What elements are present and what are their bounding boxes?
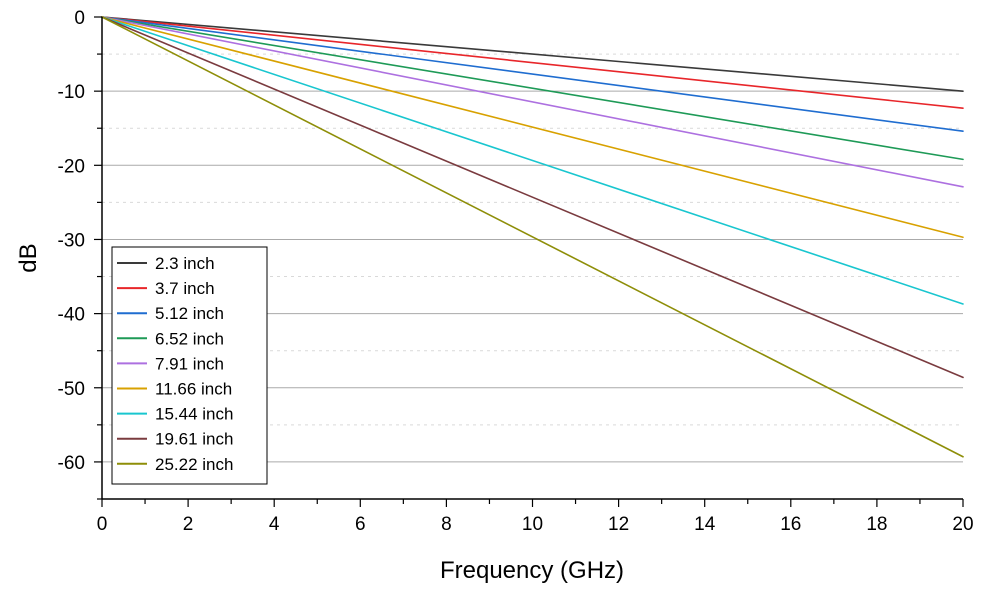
x-tick-label: 12	[608, 514, 629, 535]
legend-label-1: 2.3 inch	[155, 254, 215, 273]
y-tick-label: 0	[74, 8, 85, 29]
x-tick-label: 4	[269, 514, 280, 535]
x-tick-label: 20	[952, 514, 973, 535]
series-line-9	[101, 16, 964, 458]
x-tick-label: 14	[694, 514, 716, 535]
legend-box	[111, 246, 268, 485]
x-axis-title: Frequency (GHz)	[440, 557, 624, 584]
series-line-8	[101, 16, 964, 379]
x-tick-label: 16	[780, 514, 801, 535]
x-tick-label: 2	[183, 514, 194, 535]
x-tick-label: 0	[97, 514, 108, 535]
legend-label-2: 3.7 inch	[155, 279, 215, 298]
y-tick-label: -40	[58, 305, 85, 326]
legend-label-6: 11.66 inch	[155, 380, 232, 399]
axes: 0 2 4 6 8 10 12 14 16 18 20 0 -10 -20 -30 -40 -50 -60	[58, 8, 974, 535]
series-lines	[101, 16, 964, 458]
y-tick-label: -20	[58, 156, 85, 177]
y-tick-label: -60	[58, 453, 85, 474]
series-line-1	[101, 16, 964, 92]
series-line-5	[101, 16, 964, 188]
x-tick-label: 8	[441, 514, 452, 535]
series-line-2	[101, 16, 964, 110]
series-line-6	[101, 16, 964, 239]
legend-label-4: 6.52 inch	[155, 329, 224, 348]
legend-label-8: 19.61 inch	[155, 430, 233, 449]
x-tick-label: 18	[866, 514, 887, 535]
x-tick-label: 6	[355, 514, 366, 535]
x-tick-label: 10	[522, 514, 543, 535]
y-tick-label: -50	[58, 379, 85, 400]
legend-label-3: 5.12 inch	[155, 304, 224, 323]
series-line-4	[101, 16, 964, 161]
series-line-3	[101, 16, 964, 132]
legend-label-5: 7.91 inch	[155, 354, 224, 373]
y-axis-title: dB	[15, 243, 42, 272]
y-tick-label: -30	[58, 230, 85, 251]
legend: 2.3 inch 3.7 inch 5.12 inch 6.52 inch 7.91 i…	[111, 246, 268, 485]
series-line-7	[101, 16, 964, 305]
legend-label-9: 25.22 inch	[155, 455, 233, 474]
legend-label-7: 15.44 inch	[155, 405, 233, 424]
y-tick-label: -10	[58, 82, 85, 103]
